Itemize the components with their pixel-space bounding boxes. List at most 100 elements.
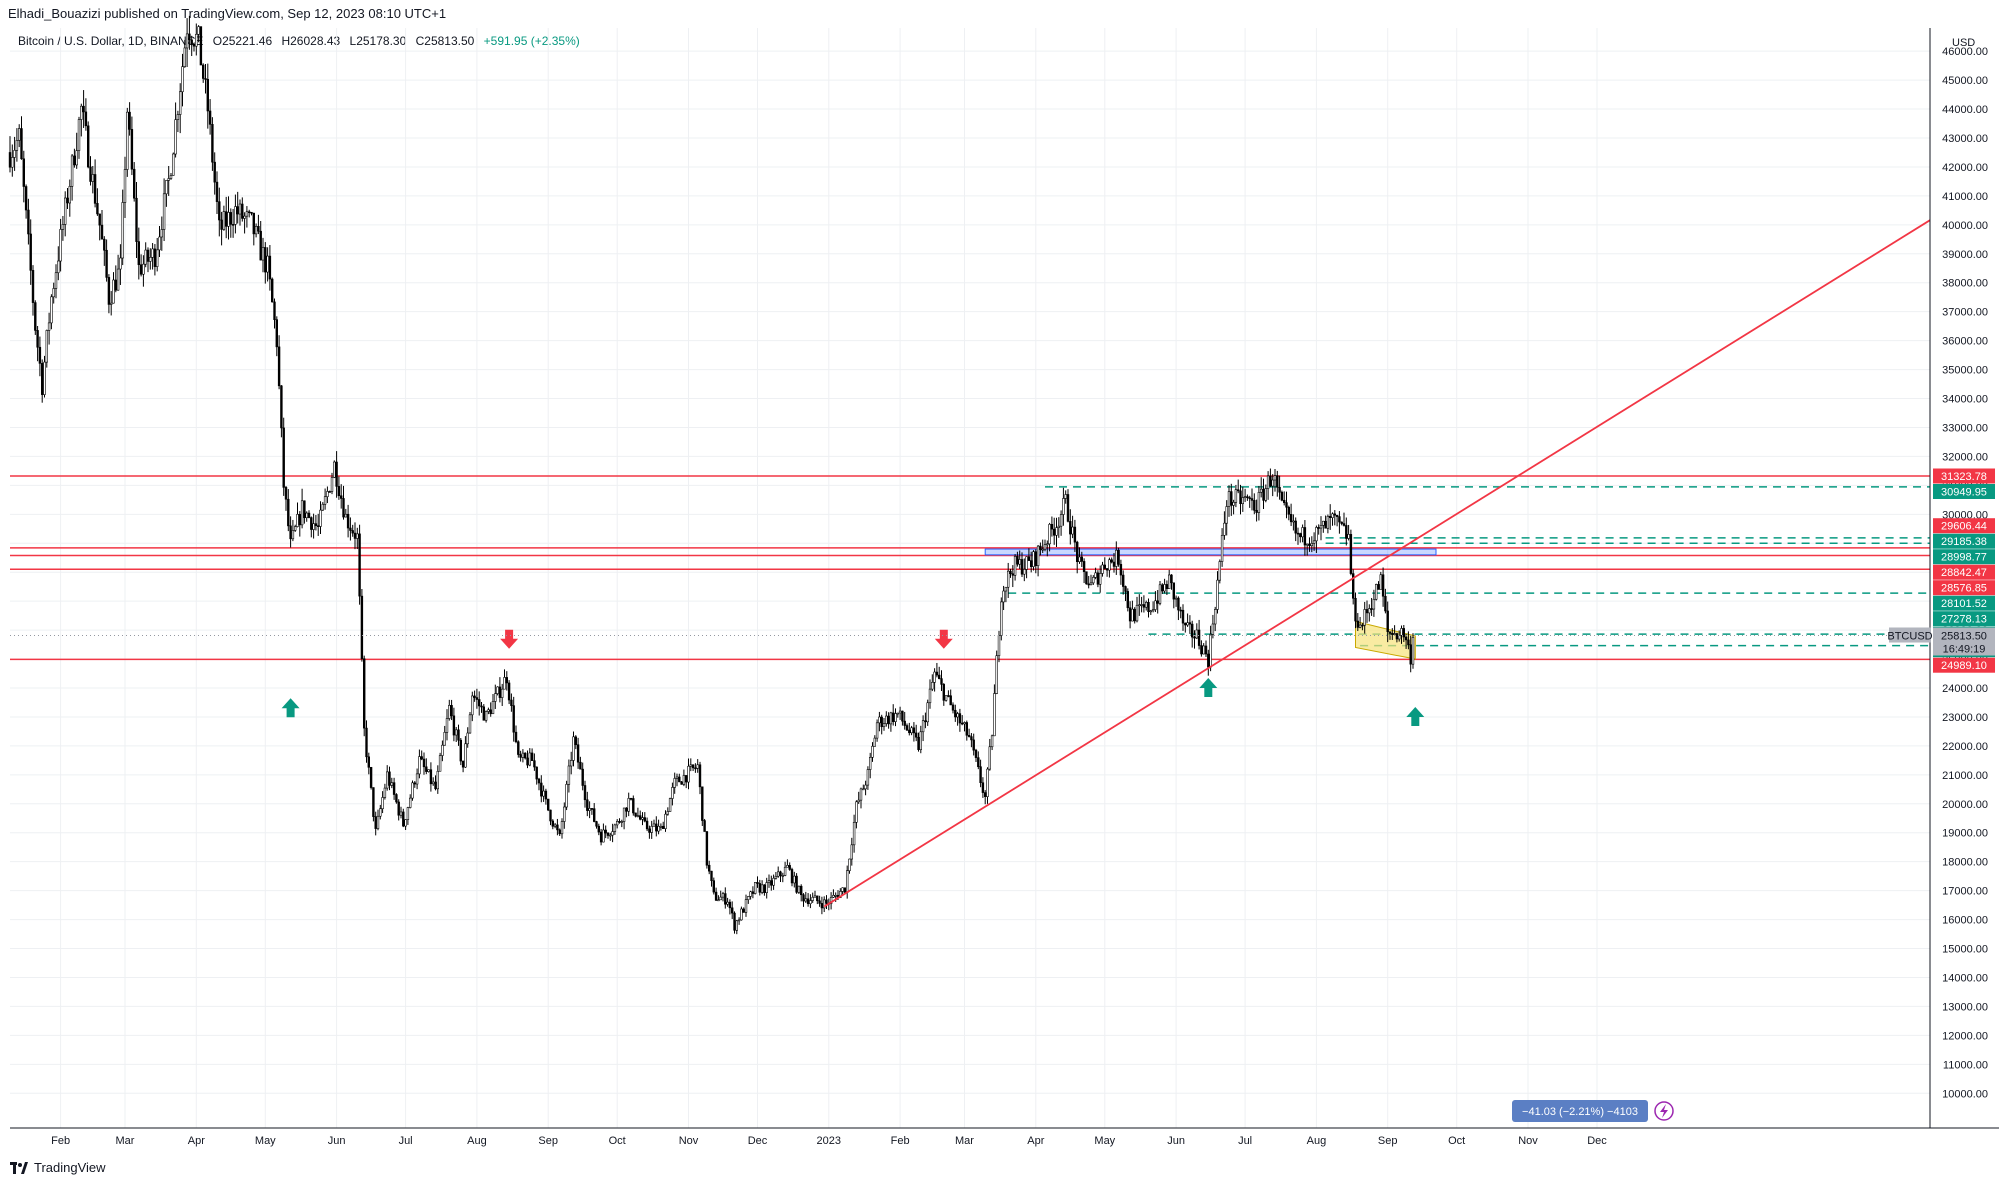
candle-body [158, 236, 161, 251]
candle-body [188, 33, 191, 41]
candle-body [298, 514, 301, 526]
candle-body [358, 533, 361, 597]
time-tick-label: Nov [1518, 1135, 1538, 1147]
candle-body [362, 658, 366, 729]
candle-body [1342, 523, 1346, 526]
price-tag [1933, 595, 1995, 611]
candle-body [1161, 584, 1164, 592]
candle-body [1322, 520, 1325, 526]
candle-body [1260, 488, 1263, 493]
price-tick-label: 32000.00 [1942, 451, 1988, 463]
arrow-up-icon [1199, 678, 1218, 697]
candle-body [749, 891, 752, 897]
candle-body [866, 769, 870, 786]
candle-body [586, 799, 589, 811]
candle-body [972, 739, 975, 751]
candle-body [1243, 496, 1247, 498]
ascending-trendline[interactable] [823, 219, 1931, 908]
candle-body [583, 785, 587, 801]
candle-body [1255, 509, 1258, 513]
candle-body [146, 249, 150, 262]
candle-body [1140, 604, 1143, 606]
candle-body [1301, 527, 1304, 538]
price-tick-label: 40000.00 [1942, 220, 1988, 232]
candle-body [625, 807, 628, 812]
candle-body [257, 226, 260, 232]
measure-tool[interactable]: −41.03 (−2.21%) −4103 [1512, 1100, 1674, 1122]
trendline[interactable] [823, 219, 1931, 908]
measure-box[interactable] [1512, 1100, 1648, 1122]
candle-body [590, 808, 594, 810]
grid-lines [10, 28, 1930, 1128]
candle-body [1059, 514, 1063, 527]
candle-body [1122, 574, 1125, 587]
candle-body [468, 714, 472, 734]
candle-body [172, 153, 175, 176]
price-tick-label: 46000.00 [1942, 46, 1988, 58]
candle-body [303, 500, 306, 519]
candle-body [1181, 609, 1185, 624]
candle-body [314, 523, 318, 526]
price-tag-label: 28576.85 [1941, 583, 1987, 595]
candle-body [489, 709, 492, 715]
currency-label[interactable]: USD [1952, 37, 1975, 49]
footer-brand[interactable]: TradingView [10, 1160, 106, 1175]
candle-body [415, 773, 419, 785]
candle-body [1124, 586, 1127, 592]
time-tick-label: May [1094, 1135, 1115, 1147]
time-tick-label: Apr [1027, 1135, 1044, 1147]
candle-body [1211, 623, 1215, 635]
candle-body [813, 895, 817, 898]
candle-body [1034, 551, 1038, 567]
candle-body [811, 896, 814, 901]
candle-body [98, 213, 101, 226]
candle-body [535, 766, 538, 780]
candle-body [123, 169, 127, 203]
candle-body [337, 486, 341, 497]
candle-body [924, 720, 927, 723]
candle-body [1248, 497, 1251, 500]
candle-body [1335, 514, 1339, 517]
candle-body [1400, 628, 1403, 636]
candle-body [1386, 610, 1389, 633]
candle-body [1363, 609, 1366, 626]
candle-body [441, 744, 444, 756]
candle-body [1220, 535, 1224, 562]
time-tick-label: Mar [116, 1135, 135, 1147]
candle-body [77, 119, 81, 151]
candle-body [622, 807, 626, 822]
price-tick-label: 15000.00 [1942, 944, 1988, 956]
candle-body [1036, 545, 1040, 567]
candle-body [346, 513, 350, 529]
candle-body [229, 212, 232, 225]
candle-body [618, 821, 621, 823]
candle-body [1147, 602, 1150, 612]
candle-body [31, 270, 35, 303]
arrow-up-icon [1406, 706, 1425, 726]
candle-body [202, 64, 205, 79]
candle-body [974, 749, 978, 758]
candle-body [981, 782, 985, 793]
time-tick-label: Sep [538, 1135, 558, 1147]
time-axis[interactable]: Feb Mar Apr May Jun Jul Aug Sep Oct Nov Dec 2023 Feb… [10, 1127, 1999, 1147]
price-tag-label: 29606.44 [1941, 521, 1987, 533]
candle-body [832, 895, 835, 898]
candle-body [264, 247, 267, 273]
candle-body [533, 760, 536, 768]
candle-body [174, 119, 177, 155]
candle-body [742, 908, 745, 913]
candle-body [1352, 573, 1355, 599]
candle-body [1283, 499, 1286, 503]
candle-body [27, 209, 30, 235]
candle-body [1149, 610, 1153, 613]
candle-body [169, 175, 173, 179]
candle-body [119, 257, 122, 270]
candle-body [167, 178, 170, 181]
candle-body [809, 900, 812, 905]
candle-body [1237, 489, 1240, 492]
candle-body [983, 792, 987, 797]
price-tick-label: 19000.00 [1942, 828, 1988, 840]
candle-body [1110, 559, 1113, 563]
candle-body [1004, 586, 1008, 592]
